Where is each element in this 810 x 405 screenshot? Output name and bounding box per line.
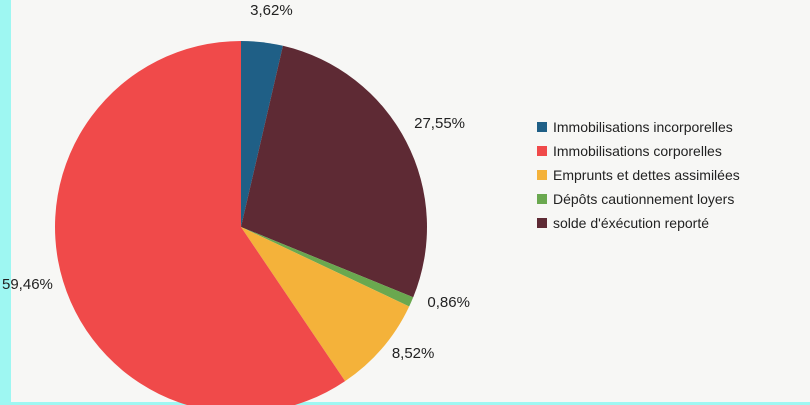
left-edge-strip xyxy=(0,0,11,405)
legend-swatch xyxy=(537,122,547,132)
pie-slice-2 xyxy=(241,45,427,298)
legend-item: solde d'éxécution reporté xyxy=(537,211,740,235)
legend-item: Immobilisations incorporelles xyxy=(537,115,740,139)
slice-label-1: 3,62% xyxy=(250,2,293,19)
legend-item: Emprunts et dettes assimilées xyxy=(537,163,740,187)
pie-slice-1 xyxy=(241,41,283,227)
legend-label: Emprunts et dettes assimilées xyxy=(553,167,740,183)
legend-swatch xyxy=(537,194,547,204)
pie-slice-3 xyxy=(241,227,414,307)
legend-swatch xyxy=(537,146,547,156)
legend-item: Immobilisations corporelles xyxy=(537,139,740,163)
legend-item: Dépôts cautionnement loyers xyxy=(537,187,740,211)
slice-label-4: 8,52% xyxy=(391,345,435,363)
legend-swatch xyxy=(537,170,547,180)
legend-label: Immobilisations corporelles xyxy=(553,143,722,159)
legend-label: Dépôts cautionnement loyers xyxy=(553,191,735,207)
legend-label: Immobilisations incorporelles xyxy=(553,119,733,135)
slice-label-2: 27,55% xyxy=(414,114,465,132)
legend-label: solde d'éxécution reporté xyxy=(553,215,709,231)
legend-swatch xyxy=(537,218,547,228)
pie-slice-5 xyxy=(55,41,346,405)
slice-label-5: 59,46% xyxy=(2,275,53,293)
bottom-edge-strip xyxy=(0,402,810,405)
slice-label-3: 0,86% xyxy=(427,294,470,312)
chart-legend: Immobilisations incorporelles Immobilisat… xyxy=(537,115,740,235)
pie-slice-4 xyxy=(241,227,410,382)
